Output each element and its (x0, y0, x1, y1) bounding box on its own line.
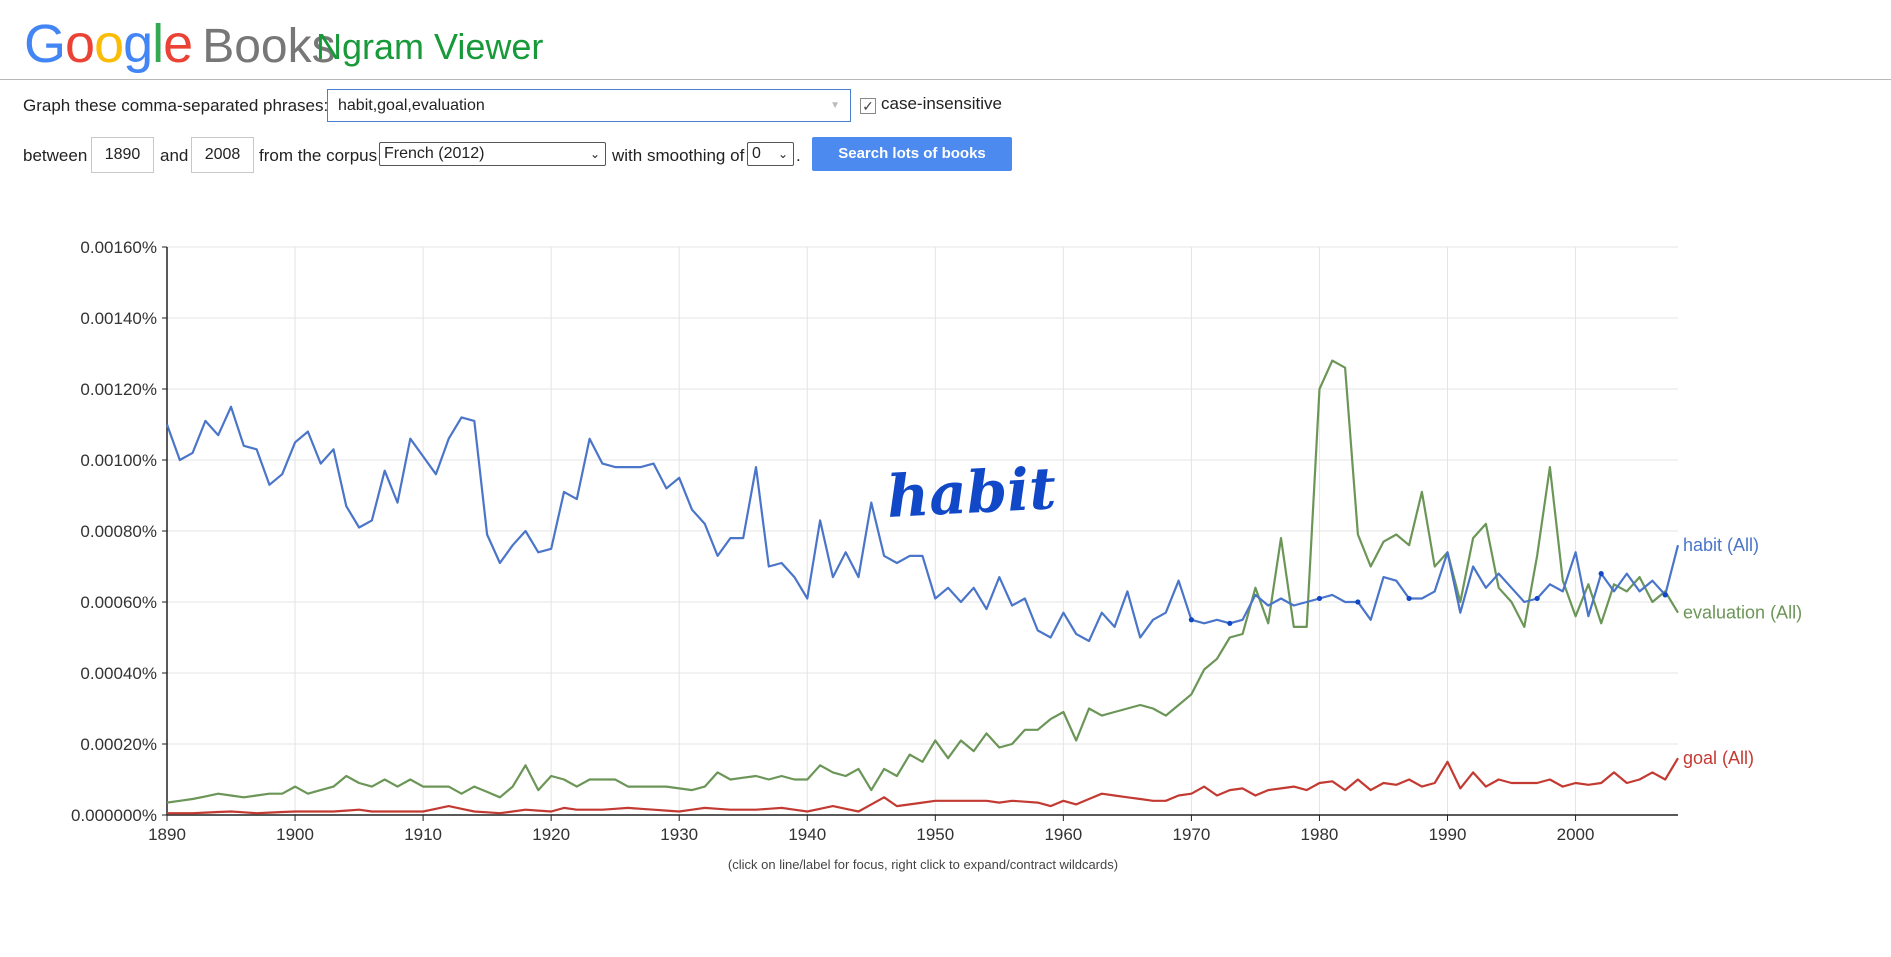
x-tick-label: 1970 (1172, 825, 1210, 844)
x-tick-label: 1950 (916, 825, 954, 844)
y-tick-label: 0.000000% (71, 806, 157, 825)
chart-footnote: (click on line/label for focus, right cl… (727, 857, 1119, 872)
x-tick-label: 1960 (1044, 825, 1082, 844)
header: Google Books Ngram Viewer (0, 0, 1891, 80)
between-label: between (23, 146, 88, 165)
x-tick-label: 1920 (532, 825, 570, 844)
google-letter: G (24, 14, 66, 74)
corpus-value: French (2012) (384, 145, 485, 162)
period: . (796, 146, 801, 165)
chevron-down-icon: ⌄ (589, 147, 600, 161)
google-letter: g (123, 14, 153, 74)
annotation-dot (1534, 595, 1540, 602)
y-tick-label: 0.00120% (80, 380, 157, 399)
annotation-dot (1188, 617, 1195, 623)
series-line[interactable] (166, 359, 1679, 804)
corpus-label: from the corpus (259, 146, 378, 165)
x-tick-label: 2000 (1557, 825, 1595, 844)
smoothing-value: 0 (752, 145, 761, 162)
x-tick-label: 1930 (660, 825, 698, 844)
corpus-select[interactable]: French (2012) ⌄ (379, 142, 606, 166)
chart-lines[interactable] (165, 359, 1680, 815)
chevron-down-icon: ⌄ (777, 147, 788, 161)
series-label[interactable]: goal (All) (1683, 748, 1754, 768)
y-tick-label: 0.00040% (80, 664, 157, 683)
google-books-logo[interactable]: Google Books (24, 14, 336, 77)
smoothing-label: with smoothing of (612, 146, 745, 165)
series-line[interactable] (165, 405, 1680, 643)
series-labels[interactable]: habit (All) evaluation (All) goal (All) (1683, 535, 1802, 768)
chart-grid (167, 246, 1678, 815)
and-label: and (160, 146, 189, 165)
y-tick-label: 0.00160% (80, 238, 157, 257)
case-insensitive-checkbox[interactable]: ✓ (860, 98, 876, 114)
x-tick-label: 1980 (1301, 825, 1339, 844)
series-label[interactable]: evaluation (All) (1683, 603, 1802, 623)
x-tick-label: 1910 (404, 825, 442, 844)
google-letter: e (163, 14, 193, 74)
phrase-label: Graph these comma-separated phrases: (23, 96, 329, 115)
start-year-input[interactable]: 1890 (91, 137, 154, 173)
phrase-input-value: habit,goal,evaluation (338, 97, 485, 114)
y-tick-label: 0.00100% (80, 451, 157, 470)
dropdown-arrow-icon[interactable]: ▼ (830, 100, 840, 111)
x-tick-label: 1940 (788, 825, 826, 844)
series-line[interactable] (167, 757, 1679, 815)
annotation-dot (1227, 620, 1233, 626)
x-tick-label: 1990 (1429, 825, 1467, 844)
annotation-dot (1406, 595, 1412, 602)
google-letter: o (65, 14, 95, 74)
case-insensitive-label: case-insensitive (881, 94, 1002, 113)
x-tick-label: 1890 (148, 825, 186, 844)
y-tick-label: 0.00080% (80, 522, 157, 541)
end-year-input[interactable]: 2008 (191, 137, 254, 173)
product-title[interactable]: Ngram Viewer (316, 26, 544, 67)
google-letter: l (152, 14, 164, 74)
annotation-dot (1598, 571, 1604, 577)
chart-axes: 0.000000% 0.00020% 0.00040% 0.00060% 0.00080… (71, 238, 1678, 844)
search-button[interactable]: Search lots of books (812, 137, 1012, 171)
y-tick-label: 0.00060% (80, 593, 157, 612)
y-tick-label: 0.00020% (80, 735, 157, 754)
annotation-dot (1355, 599, 1361, 605)
google-wordmark: Google (24, 14, 193, 74)
y-tick-label: 0.00140% (80, 309, 157, 328)
smoothing-select[interactable]: 0 ⌄ (747, 142, 794, 166)
series-label[interactable]: habit (All) (1683, 535, 1759, 555)
google-letter: o (94, 14, 124, 74)
phrase-input[interactable]: habit,goal,evaluation ▼ (327, 89, 851, 122)
books-wordmark: Books (202, 20, 336, 73)
annotation-text: habit (885, 454, 1058, 531)
checkmark-icon: ✓ (862, 98, 874, 114)
x-tick-label: 1900 (276, 825, 314, 844)
annotation-dot (1316, 595, 1323, 602)
annotation-dot (1662, 592, 1668, 598)
handwritten-annotation: habit (885, 454, 1668, 626)
